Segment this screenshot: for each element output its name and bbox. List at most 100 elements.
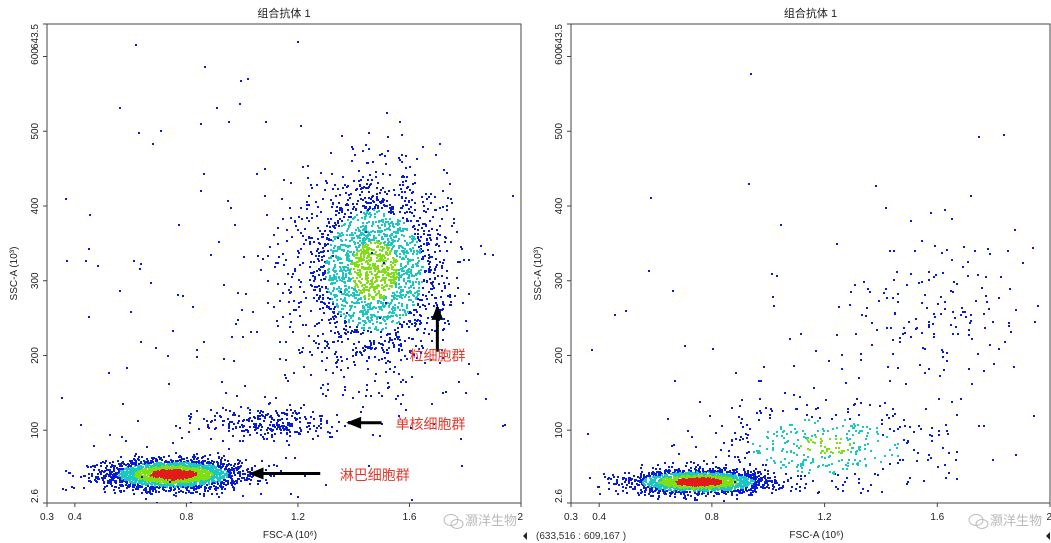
event-dot xyxy=(393,260,395,262)
event-dot xyxy=(220,463,222,465)
event-dot xyxy=(207,458,209,460)
event-dot xyxy=(400,289,402,291)
event-dot xyxy=(308,204,310,206)
event-dot xyxy=(353,288,355,290)
event-dot xyxy=(231,478,233,480)
event-dot xyxy=(378,300,380,302)
event-dot xyxy=(164,467,166,469)
event-dot xyxy=(335,316,337,318)
event-dot xyxy=(175,495,177,497)
event-dot xyxy=(357,331,359,333)
event-dot xyxy=(417,265,419,267)
event-dot xyxy=(321,236,323,238)
event-dot xyxy=(168,474,170,476)
event-dot xyxy=(363,327,365,329)
event-dot xyxy=(414,182,416,184)
event-dot xyxy=(358,318,360,320)
event-dot xyxy=(196,453,198,455)
event-dot xyxy=(282,253,284,255)
event-dot xyxy=(340,356,342,358)
event-dot xyxy=(359,281,361,283)
event-dot xyxy=(351,305,353,307)
event-dot xyxy=(310,251,312,253)
event-dot xyxy=(359,234,361,236)
event-dot xyxy=(289,431,291,433)
event-dot xyxy=(370,248,372,250)
event-dot xyxy=(428,254,430,256)
event-dot xyxy=(69,472,71,474)
event-dot xyxy=(329,322,331,324)
event-dot xyxy=(387,360,389,362)
event-dot xyxy=(149,470,151,472)
event-dot xyxy=(399,229,401,231)
event-dot xyxy=(358,322,360,324)
event-dot xyxy=(311,354,313,356)
event-dot xyxy=(380,220,382,222)
event-dot xyxy=(377,225,379,227)
event-dot xyxy=(358,264,360,266)
event-dot xyxy=(117,460,119,462)
event-dot xyxy=(423,243,425,245)
event-dot xyxy=(450,241,452,243)
event-dot xyxy=(374,216,376,218)
event-dot xyxy=(311,217,313,219)
event-dot xyxy=(311,253,313,255)
event-dot xyxy=(257,255,259,257)
event-dot xyxy=(365,226,367,228)
event-dot xyxy=(402,247,404,249)
event-dot xyxy=(120,473,122,475)
event-dot xyxy=(392,262,394,264)
event-dot xyxy=(199,471,201,473)
event-dot xyxy=(412,264,414,266)
event-dot xyxy=(140,478,142,480)
event-dot xyxy=(401,258,403,260)
event-dot xyxy=(223,479,225,481)
event-dot xyxy=(343,313,345,315)
event-dot xyxy=(335,362,337,364)
event-dot xyxy=(321,319,323,321)
event-dot xyxy=(313,261,315,263)
event-dot xyxy=(311,237,313,239)
event-dot xyxy=(437,233,439,235)
event-dot xyxy=(145,469,147,471)
event-dot xyxy=(430,193,432,195)
event-dot xyxy=(409,290,411,292)
event-dot xyxy=(341,270,343,272)
event-dot xyxy=(365,304,367,306)
event-dot xyxy=(166,475,168,477)
event-dot xyxy=(330,249,332,251)
event-dot xyxy=(202,467,204,469)
event-dot xyxy=(378,291,380,293)
event-dot xyxy=(214,415,216,417)
event-dot xyxy=(216,472,218,474)
event-dot xyxy=(448,323,450,325)
event-dot xyxy=(114,465,116,467)
event-dot xyxy=(361,217,363,219)
event-dot xyxy=(186,483,188,485)
event-dot xyxy=(388,247,390,249)
event-dot xyxy=(420,340,422,342)
event-dot xyxy=(100,462,102,464)
event-dot xyxy=(394,194,396,196)
event-dot xyxy=(380,189,382,191)
event-dot xyxy=(353,331,355,333)
event-dot xyxy=(427,249,429,251)
event-dot xyxy=(314,325,316,327)
event-dot xyxy=(138,482,140,484)
event-dot xyxy=(332,290,334,292)
event-dot xyxy=(392,342,394,344)
event-dot xyxy=(419,320,421,322)
event-dot xyxy=(135,453,137,455)
y-tick-label: 643.5 xyxy=(30,24,41,49)
event-dot xyxy=(170,476,172,478)
event-dot xyxy=(410,292,412,294)
event-dot xyxy=(156,486,158,488)
event-dot xyxy=(405,251,407,253)
event-dot xyxy=(462,302,464,304)
event-dot xyxy=(129,480,131,482)
event-dot xyxy=(224,488,226,490)
event-dot xyxy=(359,351,361,353)
event-dot xyxy=(179,459,181,461)
event-dot xyxy=(302,166,304,168)
